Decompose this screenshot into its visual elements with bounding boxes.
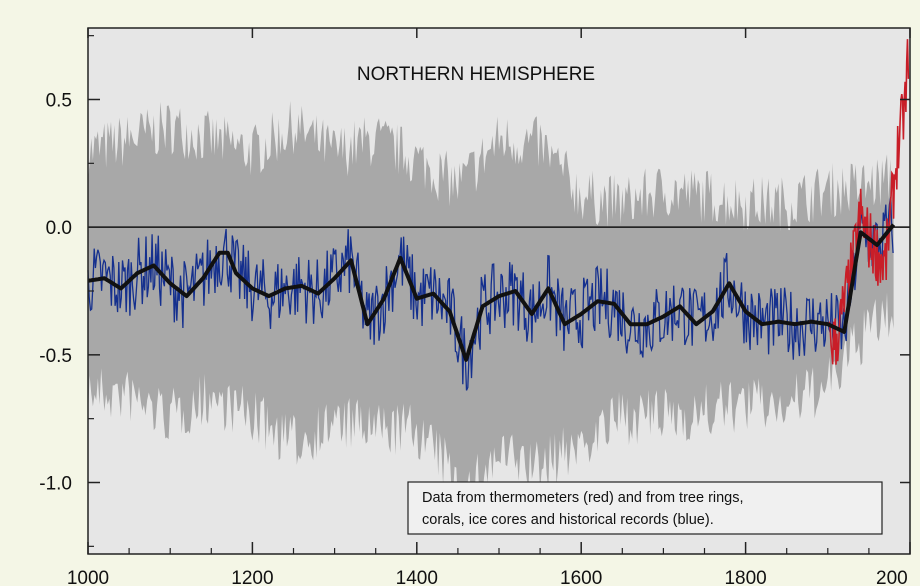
x-tick-label: 1400	[396, 568, 438, 586]
annotation-line-1: Data from thermometers (red) and from tr…	[422, 490, 744, 506]
annotation-line-2: corals, ice cores and historical records…	[422, 512, 714, 528]
proxy-series	[87, 196, 894, 391]
chart-title: NORTHERN HEMISPHERE	[357, 64, 595, 85]
y-tick-label: 0.5	[46, 90, 72, 111]
x-axis: 1000 1200 1400 1600 1800 200	[67, 28, 911, 586]
x-tick-label: 1800	[724, 568, 766, 586]
annotation-box: Data from thermometers (red) and from tr…	[407, 481, 883, 535]
instrumental-series	[828, 39, 910, 365]
instrumental-line	[828, 39, 910, 365]
x-tick-label: 1600	[560, 568, 602, 586]
x-tick-label: 200	[876, 568, 908, 586]
y-tick-label: -0.5	[39, 346, 72, 367]
y-tick-label: -1.0	[39, 474, 72, 495]
annotation-frame	[407, 481, 883, 535]
y-tick-label: 0.0	[46, 218, 72, 239]
y-axis: 0.5 0.0 -0.5 -1.0	[39, 35, 910, 547]
smoothed-line	[87, 223, 896, 362]
smoothed-series	[87, 223, 896, 362]
proxy-line	[87, 196, 894, 391]
x-tick-label: 1000	[67, 568, 109, 586]
x-tick-label: 1200	[231, 568, 273, 586]
